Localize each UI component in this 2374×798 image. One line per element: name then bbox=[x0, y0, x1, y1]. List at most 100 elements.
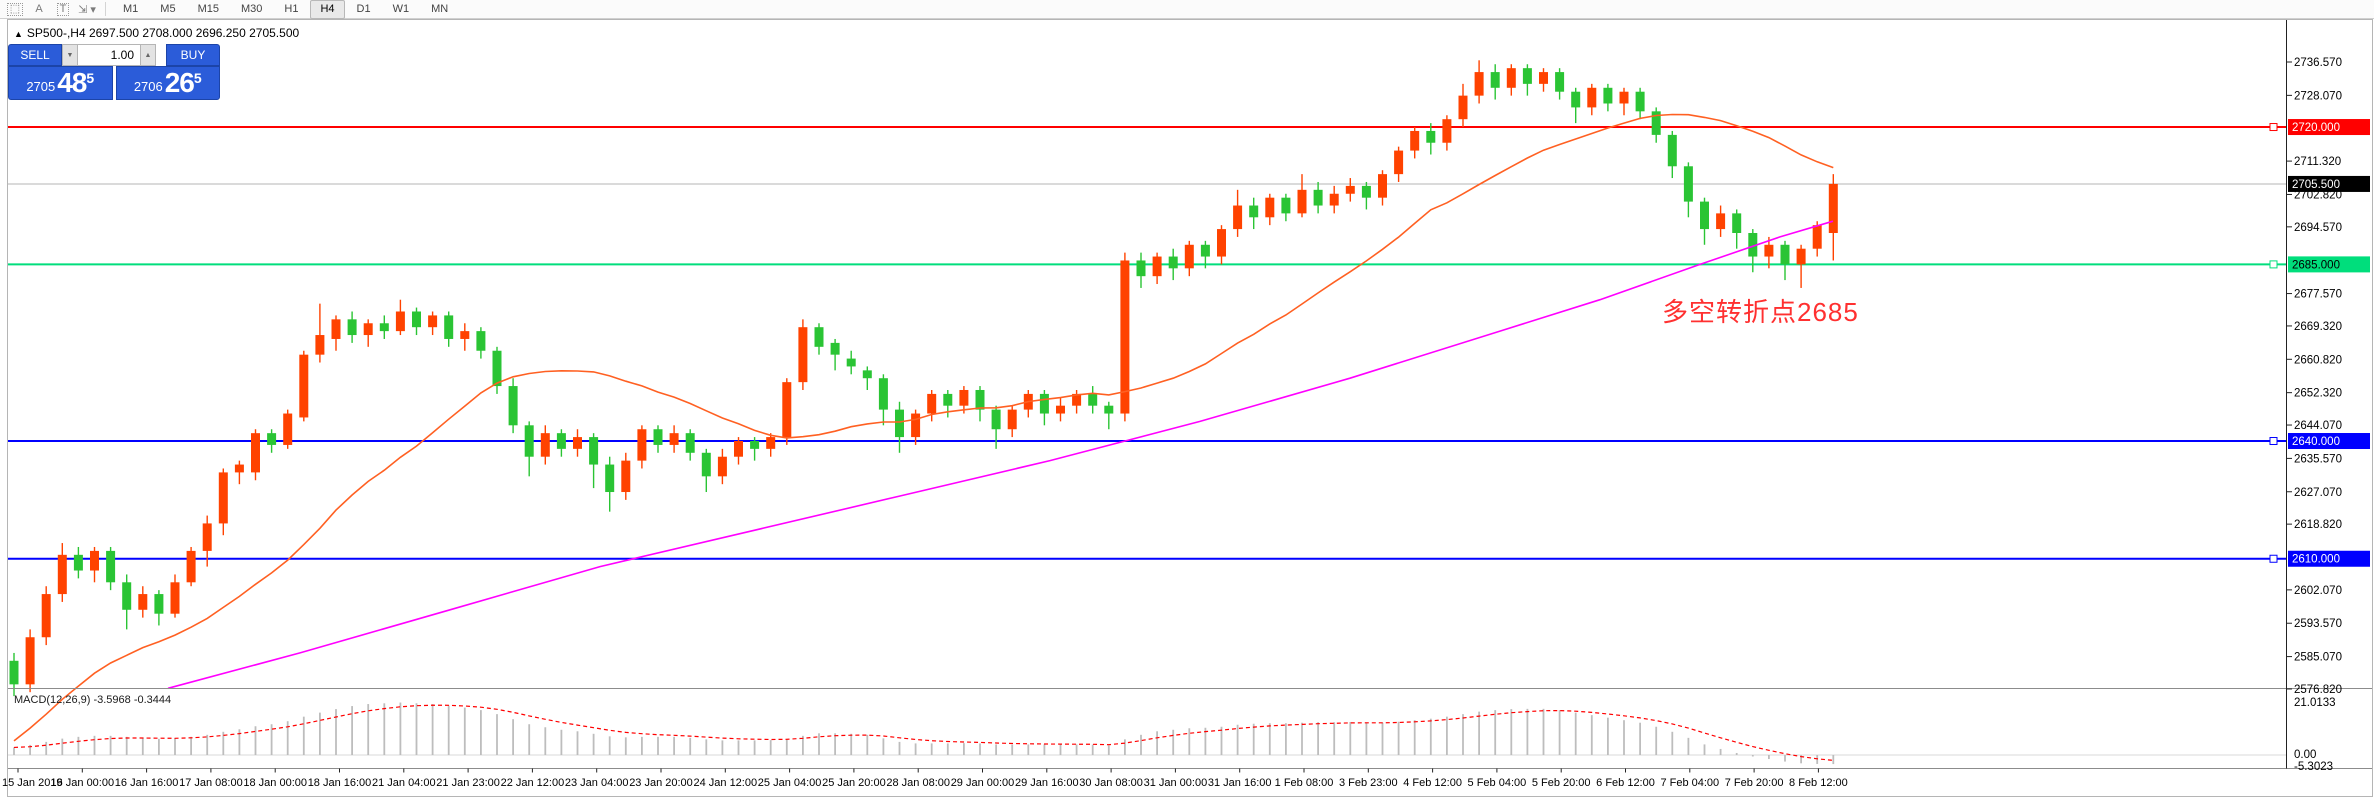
symbol-arrow-icon: ▲ bbox=[14, 29, 23, 39]
candle-body bbox=[685, 433, 695, 453]
candle-body bbox=[975, 389, 985, 410]
sell-price-display[interactable]: 2705 48 5 bbox=[8, 66, 113, 100]
price-tick-label: 2711.320 bbox=[2294, 156, 2341, 168]
candle-body bbox=[734, 441, 743, 457]
price-tick-label: 2618.820 bbox=[2294, 519, 2342, 531]
sell-price-small: 2705 bbox=[26, 79, 56, 94]
timeframe-button-M5[interactable]: M5 bbox=[160, 2, 176, 15]
chart-frame bbox=[7, 19, 2373, 797]
moving-average-fast bbox=[13, 113, 1834, 742]
text-label-icon[interactable]: A bbox=[35, 3, 43, 15]
price-tick-label: 2602.070 bbox=[2294, 585, 2342, 597]
lot-increase-button[interactable]: ▲ bbox=[140, 44, 156, 66]
time-tick-label: 23 Jan 04:00 bbox=[565, 777, 629, 789]
timeframe-button-H4[interactable]: H4 bbox=[310, 0, 345, 19]
buy-button[interactable]: BUY bbox=[166, 44, 220, 66]
symbol-ohlc-text: SP500-,H4 2697.500 2708.000 2696.250 270… bbox=[26, 26, 300, 40]
time-tick-label: 25 Jan 04:00 bbox=[758, 777, 822, 789]
price-tick-label: 2627.070 bbox=[2294, 487, 2342, 499]
time-tick-label: 30 Jan 08:00 bbox=[1079, 777, 1143, 789]
timeframe-button-W1[interactable]: W1 bbox=[392, 2, 410, 15]
time-tick-label: 17 Jan 08:00 bbox=[179, 777, 243, 789]
candle-body bbox=[573, 437, 582, 449]
candle-body bbox=[1812, 225, 1822, 249]
macd-signal-line bbox=[13, 704, 1834, 761]
cursor-tool-icon[interactable]: ⬚ bbox=[4, 2, 26, 17]
candle-body bbox=[862, 370, 872, 379]
candle-body bbox=[1184, 244, 1194, 269]
candle-body bbox=[1474, 72, 1484, 96]
sell-price-big: 48 bbox=[57, 67, 87, 98]
buy-price-display[interactable]: 2706 26 5 bbox=[115, 66, 220, 100]
candle-body bbox=[766, 437, 776, 449]
toolbar-separator bbox=[105, 2, 106, 16]
buy-price-small: 2706 bbox=[133, 79, 163, 94]
time-tick-label: 31 Jan 00:00 bbox=[1144, 777, 1208, 789]
candle-body bbox=[1378, 174, 1387, 198]
timeframe-button-M1[interactable]: M1 bbox=[123, 2, 139, 15]
macd-scale-max: 21.0133 bbox=[2294, 697, 2336, 709]
candle-body bbox=[621, 460, 631, 493]
candle-body bbox=[782, 382, 792, 438]
time-tick-label: 4 Feb 12:00 bbox=[1403, 777, 1462, 789]
candle-body bbox=[1764, 244, 1774, 257]
candle-body bbox=[1072, 393, 1082, 406]
candle-body bbox=[750, 441, 760, 449]
candle-body bbox=[1265, 197, 1275, 218]
candle-body bbox=[460, 331, 470, 339]
time-tick-label: 18 Jan 16:00 bbox=[308, 777, 372, 789]
price-tick-label: 2728.070 bbox=[2294, 90, 2342, 102]
lot-size-input[interactable]: 1.00 bbox=[78, 44, 140, 66]
price-tick-label: 2644.070 bbox=[2294, 420, 2342, 432]
timeframe-button-M30[interactable]: M30 bbox=[240, 2, 263, 15]
timeframe-button-D1[interactable]: D1 bbox=[356, 2, 371, 15]
candle-body bbox=[202, 523, 212, 551]
candle-body bbox=[138, 594, 148, 610]
candle-body bbox=[1104, 405, 1114, 414]
candle-body bbox=[1828, 183, 1838, 233]
arrows-tool-icon[interactable]: ⇲ ▾ bbox=[78, 3, 96, 16]
candle-body bbox=[395, 311, 405, 332]
hline-axis-label: 2610.000 bbox=[2292, 554, 2340, 566]
price-tick-label: 2635.570 bbox=[2294, 453, 2342, 465]
symbol-ohlc-info: ▲ SP500-,H4 2697.500 2708.000 2696.250 27… bbox=[14, 26, 299, 40]
price-tick-label: 2736.570 bbox=[2294, 57, 2342, 69]
candle-body bbox=[444, 315, 454, 339]
time-tick-label: 3 Feb 23:00 bbox=[1339, 777, 1398, 789]
sell-button[interactable]: SELL bbox=[8, 44, 62, 66]
candle-body bbox=[895, 409, 904, 438]
candle-body bbox=[911, 413, 921, 438]
candle-body bbox=[1683, 166, 1693, 202]
candle-body bbox=[412, 311, 421, 328]
candle-body bbox=[1603, 87, 1613, 104]
lot-decrease-button[interactable]: ▼ bbox=[62, 44, 78, 66]
candle-body bbox=[25, 637, 35, 685]
candle-body bbox=[1571, 91, 1581, 108]
candle-body bbox=[1152, 256, 1162, 277]
candle-body bbox=[846, 358, 856, 367]
candle-body bbox=[1555, 72, 1565, 92]
hline-axis-label: 2685.000 bbox=[2292, 259, 2340, 271]
candle-body bbox=[234, 464, 244, 473]
candle-body bbox=[540, 433, 550, 457]
price-tick-label: 2660.820 bbox=[2294, 354, 2342, 366]
time-tick-label: 23 Jan 20:00 bbox=[629, 777, 693, 789]
text-tool-icon[interactable]: T bbox=[52, 2, 74, 17]
candle-body bbox=[1056, 405, 1065, 414]
candle-body bbox=[1651, 111, 1661, 135]
time-tick-label: 5 Feb 20:00 bbox=[1532, 777, 1591, 789]
timeframe-button-MN[interactable]: MN bbox=[431, 2, 449, 15]
candle-body bbox=[57, 554, 67, 595]
timeframe-button-H1[interactable]: H1 bbox=[284, 2, 299, 15]
macd-scale-zero: 0.00 bbox=[2294, 749, 2316, 761]
candle-body bbox=[830, 342, 840, 355]
candle-body bbox=[1217, 229, 1226, 257]
time-tick-label: 21 Jan 04:00 bbox=[372, 777, 436, 789]
candle-body bbox=[1200, 244, 1210, 257]
candle-body bbox=[1635, 91, 1645, 112]
timeframe-button-M15[interactable]: M15 bbox=[197, 2, 219, 15]
candle-body bbox=[218, 472, 228, 524]
candle-body bbox=[717, 456, 727, 477]
